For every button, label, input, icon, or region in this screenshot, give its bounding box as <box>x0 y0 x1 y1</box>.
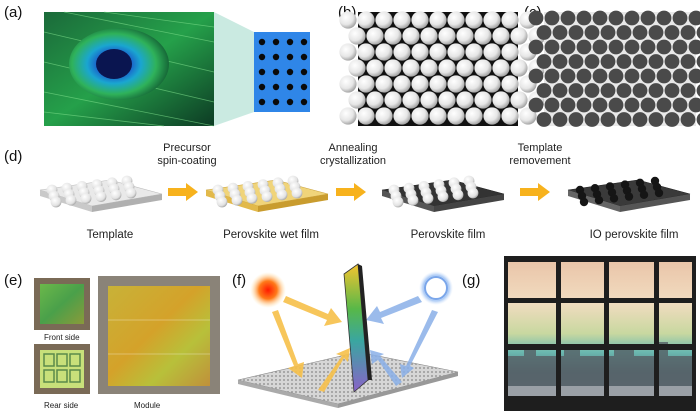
arrow-1 <box>168 183 198 201</box>
arrow-3 <box>520 183 550 201</box>
sphere-array-image <box>339 11 546 126</box>
front-side-caption: Front side <box>44 333 80 342</box>
process-arrows <box>168 183 550 201</box>
step-3-label: Template removement <box>509 142 571 167</box>
io-film-substrate <box>567 176 691 212</box>
arrow-2 <box>336 183 366 201</box>
window-photo <box>504 256 696 411</box>
panel-label-d: (d) <box>4 148 23 165</box>
cool-light-icon <box>419 271 453 305</box>
rear-side-caption: Rear side <box>44 401 79 410</box>
stage-caption-template: Template <box>86 229 134 241</box>
stage-caption-perovskite-film: Perovskite film <box>410 229 486 241</box>
step-2-label: Annealing crystallization <box>319 142 387 167</box>
panel-label-g: (g) <box>462 272 481 289</box>
module-photos <box>30 270 230 405</box>
step-1-label: Precursor spin-coating <box>157 142 217 167</box>
template-substrate <box>39 175 163 212</box>
disc-array-image <box>528 10 700 127</box>
panel-label-a: (a) <box>4 4 23 21</box>
reflection-schematic <box>237 263 459 408</box>
process-diagram <box>39 175 691 212</box>
perovskite-film-substrate <box>381 175 505 212</box>
stage-caption-wet-film: Perovskite wet film <box>223 229 319 241</box>
module-caption: Module <box>134 401 161 410</box>
sun-icon <box>250 272 286 308</box>
panel-label-e: (e) <box>4 272 23 289</box>
peacock-feather-image <box>43 11 310 127</box>
stage-caption-io-film: IO perovskite film <box>589 229 679 241</box>
panel-label-f: (f) <box>232 272 247 289</box>
wet-film-substrate <box>205 175 329 212</box>
